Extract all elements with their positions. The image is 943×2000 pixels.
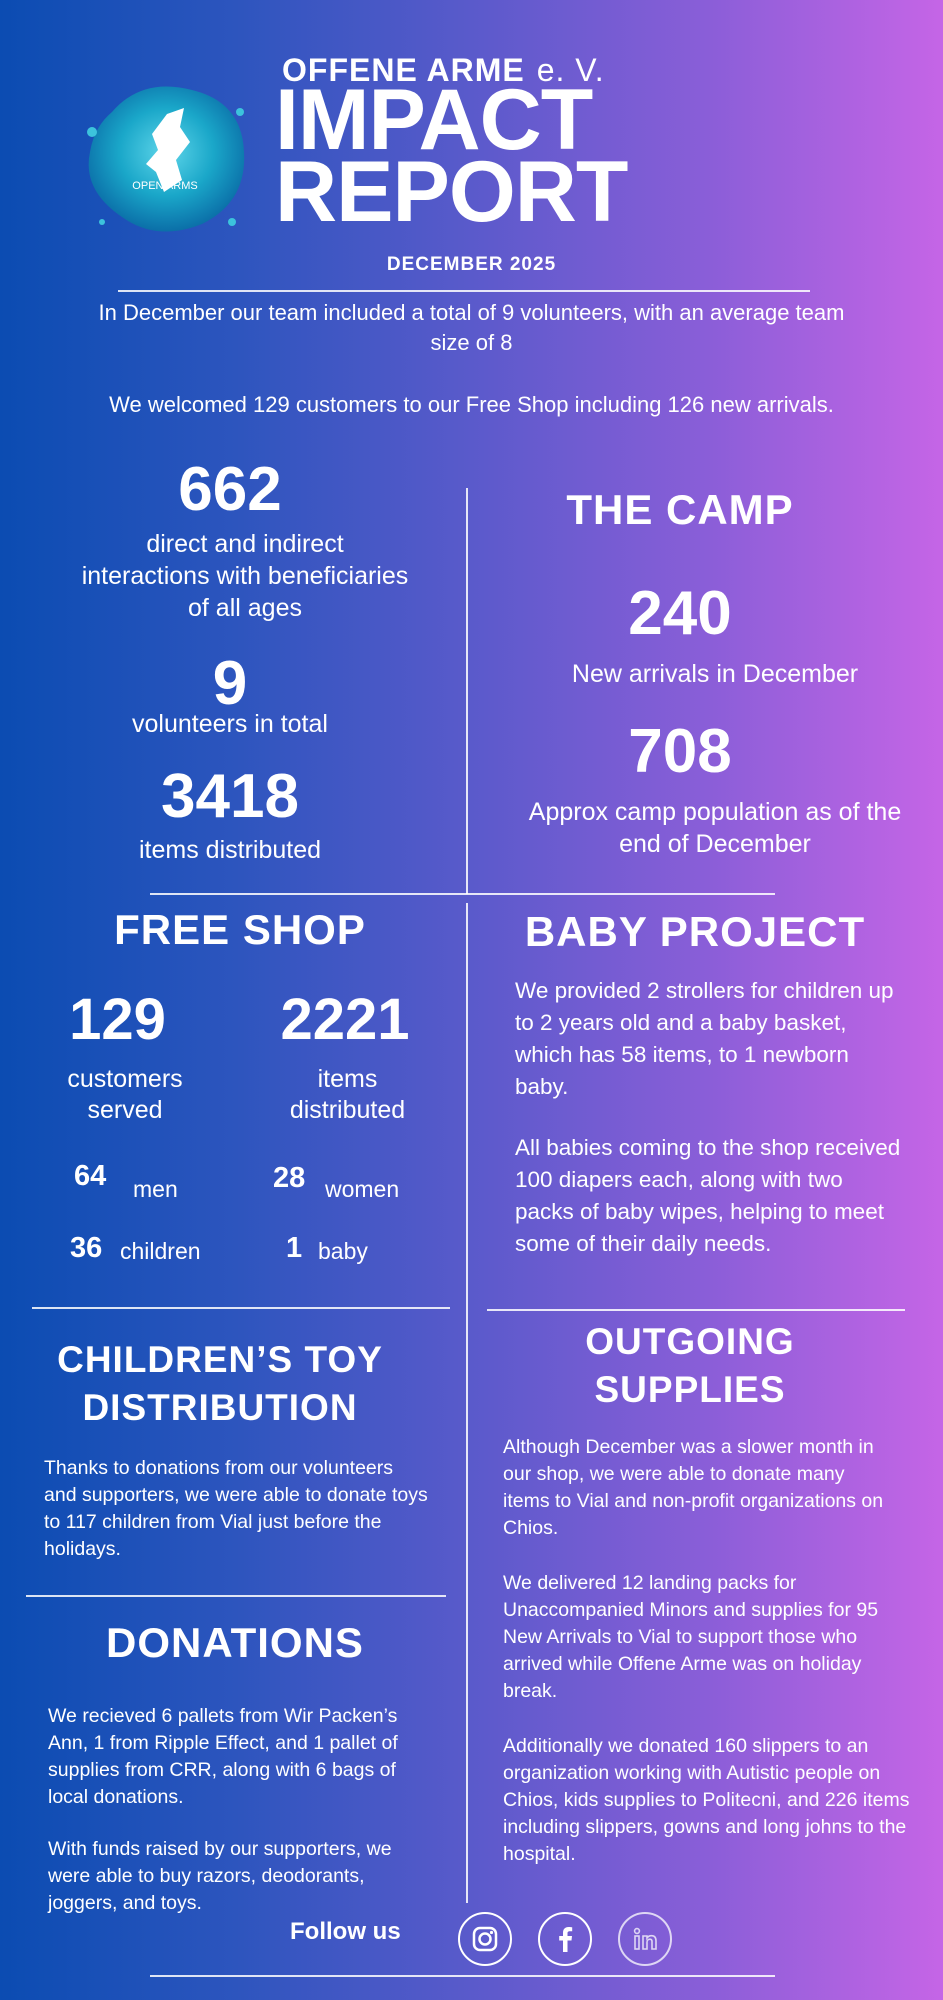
org-suffix: e. V. [536, 52, 605, 88]
org-name: OFFENE ARME e. V. [282, 52, 702, 89]
outgoing-title: OUTGOING SUPPLIES [490, 1318, 890, 1414]
donations-paragraph1: We recieved 6 pallets from Wir Packen’s … [48, 1705, 398, 1808]
shop-men-label: men [133, 1176, 178, 1202]
outgoing-paragraph3: Additionally we donated 160 slippers to … [503, 1735, 910, 1865]
report-title: IMPACT REPORT [275, 72, 735, 240]
camp-arrivals-label: New arrivals in December [571, 660, 859, 688]
toy-title-line1: CHILDREN’S TOY [57, 1339, 383, 1380]
free-shop-title: FREE SHOP [114, 906, 366, 953]
camp-title: THE CAMP [566, 486, 794, 533]
items-value: 3418 [161, 762, 299, 831]
shop-children-value: 36 [70, 1232, 103, 1264]
camp-population-label: Approx camp population as of the end of … [528, 798, 902, 858]
intro-volunteers: In December our team included a total of… [98, 300, 845, 355]
header-divider [118, 290, 810, 292]
main-vertical-divider [466, 903, 468, 1903]
report-title-line1: IMPACT [275, 72, 593, 168]
shop-customers-label: customers served [67, 1065, 183, 1124]
instagram-icon[interactable] [458, 1912, 512, 1966]
baby-project-title: BABY PROJECT [524, 908, 866, 955]
shop-items-label: items distributed [289, 1065, 406, 1124]
outgoing-title-line2: SUPPLIES [594, 1369, 786, 1410]
intro-customers: We welcomed 129 customers to our Free Sh… [109, 392, 834, 417]
toy-distribution-title: CHILDREN’S TOY DISTRIBUTION [20, 1336, 420, 1432]
outgoing-paragraph1: Although December was a slower month in … [503, 1436, 884, 1539]
donations-title: DONATIONS [106, 1619, 364, 1666]
footer-divider [150, 1975, 775, 1977]
items-label: items distributed [138, 836, 322, 864]
outgoing-title-line1: OUTGOING [585, 1321, 795, 1362]
report-date: DECEMBER 2025 [386, 254, 557, 275]
right-divider-1 [487, 1309, 905, 1311]
left-divider-1 [32, 1307, 450, 1309]
org-name-text: OFFENE ARME [282, 52, 525, 88]
shop-women-value: 28 [273, 1162, 306, 1194]
shop-men-value: 64 [74, 1160, 107, 1192]
logo: OPEN ARMS [72, 72, 258, 242]
report-title-line2: REPORT [275, 144, 628, 240]
camp-population-value: 708 [628, 717, 732, 786]
baby-project-paragraph2: All babies coming to the shop received 1… [515, 1135, 901, 1256]
camp-arrivals-value: 240 [628, 579, 732, 648]
baby-project-paragraph1: We provided 2 strollers for children up … [515, 978, 894, 1099]
interactions-label: direct and indirect interactions with be… [81, 530, 409, 622]
left-divider-2 [26, 1595, 446, 1597]
donations-paragraph2: With funds raised by our supporters, we … [48, 1838, 392, 1914]
facebook-icon[interactable] [538, 1912, 592, 1966]
outgoing-paragraph2: We delivered 12 landing packs for Unacco… [503, 1572, 879, 1702]
top-vertical-divider [466, 488, 468, 894]
linkedin-icon[interactable] [618, 1912, 672, 1966]
shop-customers-value: 129 [69, 987, 166, 1052]
shop-children-label: children [120, 1238, 201, 1264]
follow-us-label: Follow us [290, 1918, 401, 1945]
shop-items-value: 2221 [280, 987, 410, 1052]
shop-baby-label: baby [318, 1238, 368, 1264]
shop-baby-value: 1 [286, 1232, 303, 1264]
toy-distribution-paragraph: Thanks to donations from our volunteers … [44, 1457, 428, 1560]
volunteers-label: volunteers in total [132, 710, 328, 738]
shop-women-label: women [325, 1176, 400, 1202]
volunteers-value: 9 [212, 649, 248, 718]
toy-title-line2: DISTRIBUTION [82, 1387, 358, 1428]
interactions-value: 662 [178, 455, 282, 524]
logo-text: OPEN ARMS [132, 180, 198, 192]
overview-divider [150, 893, 775, 895]
